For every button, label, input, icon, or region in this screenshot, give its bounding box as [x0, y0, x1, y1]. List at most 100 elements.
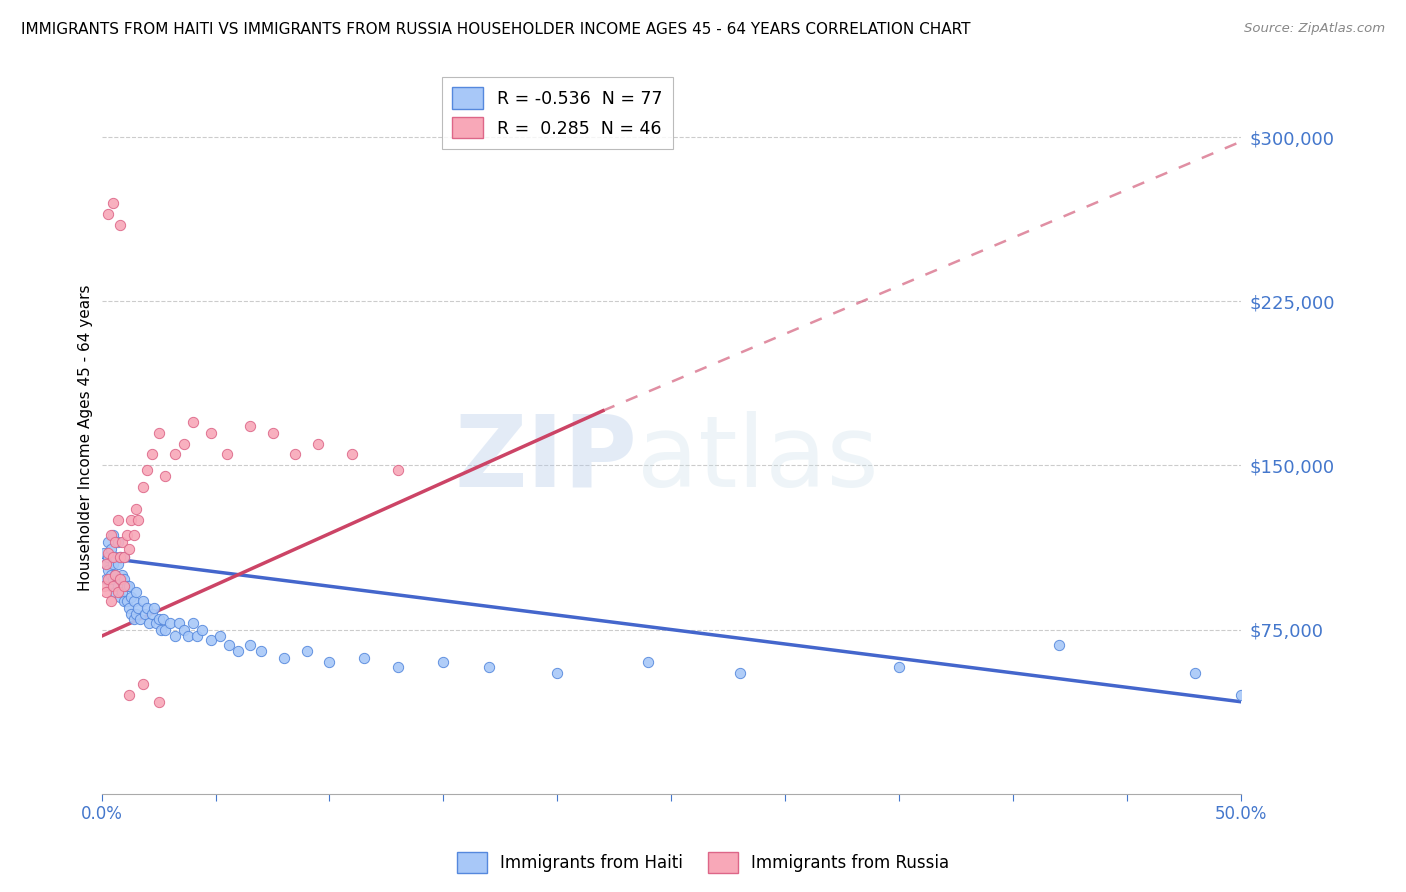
- Point: [127, 600, 149, 615]
- Point: [112, 572, 135, 586]
- Point: [284, 448, 307, 462]
- Point: [97, 572, 120, 586]
- Point: [104, 550, 127, 565]
- Point: [143, 600, 166, 615]
- Point: [637, 656, 659, 670]
- Point: [129, 612, 152, 626]
- Point: [107, 579, 129, 593]
- Point: [112, 594, 135, 608]
- Point: [1184, 666, 1206, 681]
- Point: [118, 688, 141, 702]
- Point: [228, 644, 250, 658]
- Point: [100, 579, 122, 593]
- Point: [125, 607, 148, 622]
- Point: [96, 557, 118, 571]
- Point: [115, 594, 138, 608]
- Point: [125, 502, 148, 516]
- Point: [107, 513, 129, 527]
- Point: [131, 677, 153, 691]
- Point: [96, 572, 118, 586]
- Point: [122, 528, 145, 542]
- Point: [1230, 688, 1253, 702]
- Point: [215, 448, 238, 462]
- Point: [101, 528, 124, 542]
- Point: [127, 513, 149, 527]
- Point: [96, 557, 118, 571]
- Point: [118, 600, 141, 615]
- Point: [108, 572, 131, 586]
- Point: [120, 513, 142, 527]
- Point: [387, 659, 409, 673]
- Point: [155, 469, 177, 483]
- Point: [342, 448, 364, 462]
- Point: [163, 448, 186, 462]
- Point: [152, 612, 174, 626]
- Point: [101, 557, 124, 571]
- Point: [97, 546, 120, 560]
- Point: [97, 207, 120, 221]
- Point: [200, 633, 222, 648]
- Point: [181, 415, 204, 429]
- Y-axis label: Householder Income Ages 45 - 64 years: Householder Income Ages 45 - 64 years: [79, 285, 93, 591]
- Point: [122, 612, 145, 626]
- Text: Source: ZipAtlas.com: Source: ZipAtlas.com: [1244, 22, 1385, 36]
- Point: [191, 623, 214, 637]
- Point: [97, 564, 120, 578]
- Point: [432, 656, 454, 670]
- Point: [101, 572, 124, 586]
- Point: [112, 550, 135, 565]
- Point: [173, 623, 195, 637]
- Text: ZIP: ZIP: [454, 411, 637, 508]
- Point: [100, 528, 122, 542]
- Text: IMMIGRANTS FROM HAITI VS IMMIGRANTS FROM RUSSIA HOUSEHOLDER INCOME AGES 45 - 64 : IMMIGRANTS FROM HAITI VS IMMIGRANTS FROM…: [21, 22, 970, 37]
- Point: [163, 629, 186, 643]
- Point: [148, 425, 170, 440]
- Point: [239, 419, 262, 434]
- Point: [141, 448, 163, 462]
- Point: [181, 615, 204, 630]
- Point: [108, 590, 131, 604]
- Point: [100, 541, 122, 556]
- Point: [131, 480, 153, 494]
- Point: [107, 535, 129, 549]
- Point: [136, 463, 159, 477]
- Point: [107, 585, 129, 599]
- Point: [112, 550, 135, 565]
- Point: [273, 651, 295, 665]
- Point: [155, 623, 177, 637]
- Point: [96, 585, 118, 599]
- Point: [318, 656, 340, 670]
- Point: [108, 218, 131, 232]
- Point: [1047, 638, 1070, 652]
- Legend: R = -0.536  N = 77, R =  0.285  N = 46: R = -0.536 N = 77, R = 0.285 N = 46: [441, 77, 673, 149]
- Point: [112, 579, 135, 593]
- Point: [93, 579, 115, 593]
- Point: [307, 436, 329, 450]
- Point: [108, 550, 131, 565]
- Point: [262, 425, 284, 440]
- Point: [120, 607, 142, 622]
- Point: [101, 579, 124, 593]
- Point: [111, 567, 134, 582]
- Point: [104, 567, 127, 582]
- Point: [97, 535, 120, 549]
- Point: [478, 659, 501, 673]
- Point: [125, 585, 148, 599]
- Point: [101, 195, 124, 210]
- Point: [134, 607, 156, 622]
- Point: [93, 546, 115, 560]
- Point: [138, 615, 160, 630]
- Point: [728, 666, 751, 681]
- Point: [100, 594, 122, 608]
- Point: [101, 550, 124, 565]
- Point: [104, 567, 127, 582]
- Point: [136, 600, 159, 615]
- Point: [186, 629, 208, 643]
- Point: [100, 567, 122, 582]
- Point: [118, 579, 141, 593]
- Point: [173, 436, 195, 450]
- Point: [115, 528, 138, 542]
- Point: [239, 638, 262, 652]
- Point: [159, 615, 181, 630]
- Point: [295, 644, 318, 658]
